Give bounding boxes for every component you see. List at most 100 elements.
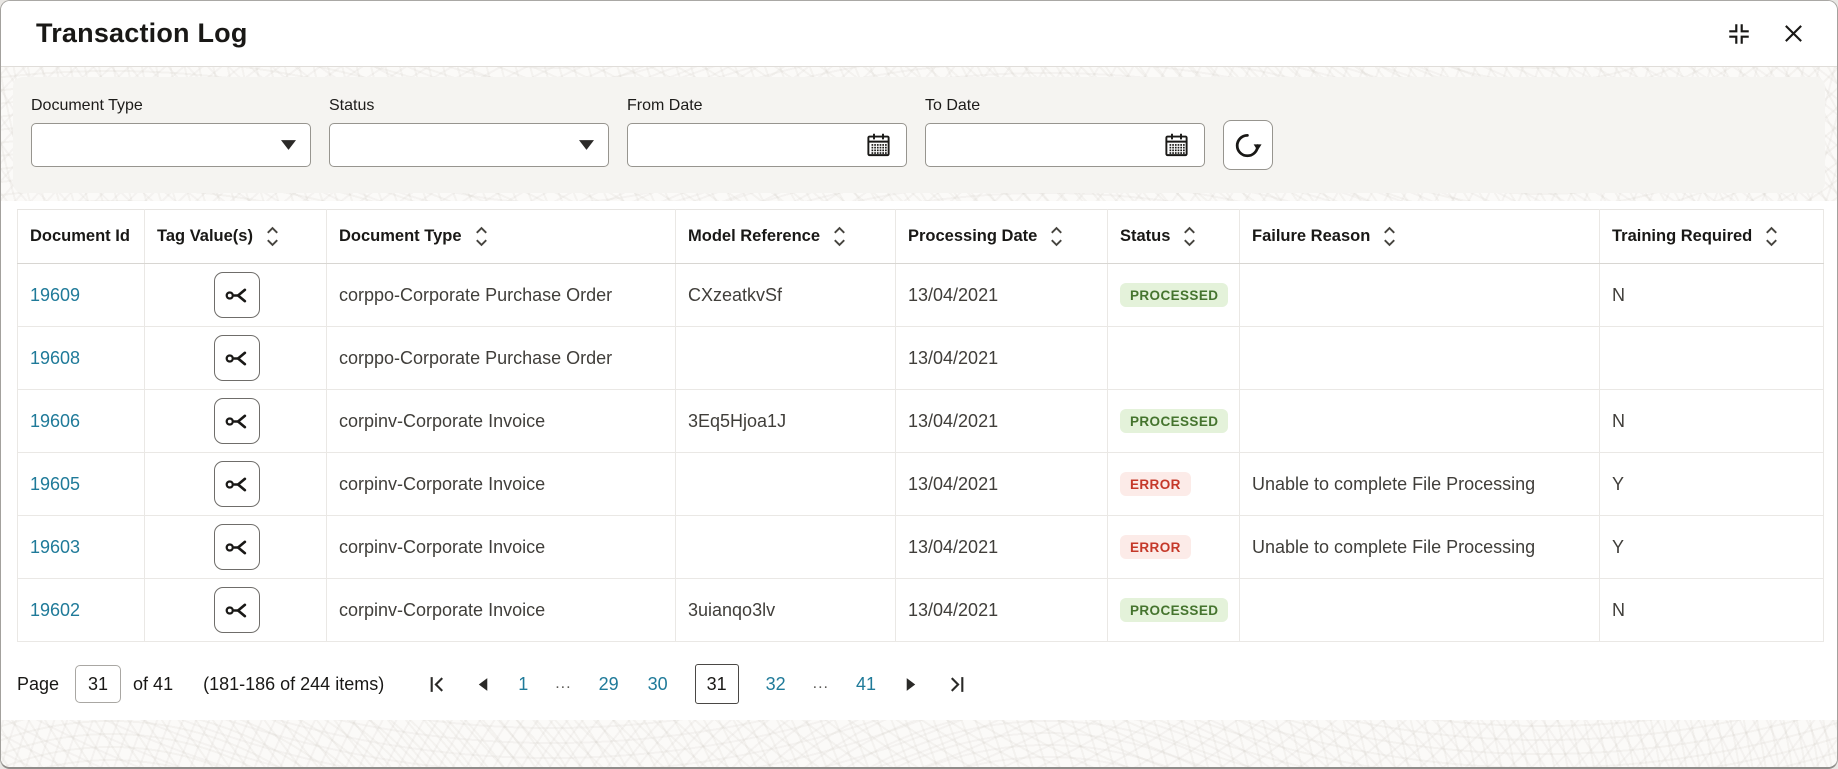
failure-reason-cell <box>1239 578 1600 642</box>
pagination-page-link[interactable]: 29 <box>598 673 619 694</box>
status-select[interactable] <box>329 123 609 167</box>
document-id-link[interactable]: 19602 <box>30 599 81 620</box>
document-type-cell: corppo-Corporate Purchase Order <box>326 263 676 327</box>
training-required-cell <box>1599 326 1824 390</box>
column-label: Document Id <box>30 227 130 245</box>
filter-field-from-date: From Date <box>627 97 907 167</box>
column-header-failure-reason[interactable]: Failure Reason <box>1239 209 1600 264</box>
chevron-down-icon <box>281 140 296 150</box>
dialog-titlebar: Transaction Log <box>1 1 1837 67</box>
document-type-cell: corpinv-Corporate Invoice <box>326 452 676 516</box>
document-id-link[interactable]: 19609 <box>30 284 81 305</box>
model-reference-cell <box>675 326 896 390</box>
page-title: Transaction Log <box>36 18 248 48</box>
tag-values-button[interactable] <box>213 587 260 633</box>
status-badge: PROCESSED <box>1120 408 1229 434</box>
tag-values-cell <box>144 578 327 642</box>
column-label: Processing Date <box>908 226 1038 245</box>
training-required-cell: N <box>1599 578 1824 642</box>
pagination-page-link[interactable]: 32 <box>765 673 786 694</box>
document-id-cell: 19603 <box>17 515 145 579</box>
column-header-processing-date[interactable]: Processing Date <box>895 209 1108 264</box>
pagination-current-page[interactable]: 31 <box>694 664 739 704</box>
next-page-button[interactable] <box>903 674 920 695</box>
document-id-link[interactable]: 19603 <box>30 536 81 557</box>
tag-values-button[interactable] <box>213 272 260 318</box>
sort-icon[interactable] <box>833 226 846 247</box>
page-links: 1... 29 30 31 32... 41 <box>516 664 878 704</box>
column-label: Tag Value(s) <box>157 226 253 245</box>
to-date-input[interactable] <box>925 123 1205 167</box>
close-button[interactable] <box>1780 20 1807 47</box>
from-date-label: From Date <box>627 97 703 114</box>
tag-values-icon <box>223 471 250 498</box>
sort-icon[interactable] <box>1383 226 1396 247</box>
exit-fullscreen-button[interactable] <box>1724 19 1754 49</box>
previous-page-button[interactable] <box>474 674 491 695</box>
table-row: 19608 corppo-Corporate Purchase Order 13/0… <box>17 326 1824 390</box>
tag-values-icon <box>223 282 250 309</box>
status-badge: PROCESSED <box>1120 597 1229 623</box>
column-header-status[interactable]: Status <box>1107 209 1240 264</box>
pagination-page-link[interactable]: 1 <box>518 673 529 694</box>
sort-icon[interactable] <box>475 226 488 247</box>
pagination-page-link[interactable]: 30 <box>647 673 668 694</box>
column-header-tag-value-s-[interactable]: Tag Value(s) <box>144 209 327 264</box>
table-header-row: Document Id Tag Value(s) Document Type Mode… <box>17 209 1824 264</box>
column-header-training-required[interactable]: Training Required <box>1599 209 1824 264</box>
column-header-model-reference[interactable]: Model Reference <box>675 209 896 264</box>
document-type-label: Document Type <box>31 97 143 114</box>
page-number-input[interactable] <box>75 665 122 703</box>
status-cell: ERROR <box>1107 515 1240 579</box>
refresh-icon <box>1233 130 1263 160</box>
tag-values-button[interactable] <box>213 398 260 444</box>
column-label: Model Reference <box>688 226 821 245</box>
previous-page-icon <box>476 676 489 693</box>
status-label: Status <box>329 97 375 114</box>
from-date-input[interactable] <box>627 123 907 167</box>
calendar-button[interactable] <box>1163 132 1190 159</box>
document-type-cell: corpinv-Corporate Invoice <box>326 515 676 579</box>
tag-values-button[interactable] <box>213 524 260 570</box>
refresh-button[interactable] <box>1223 120 1273 170</box>
failure-reason-cell <box>1239 263 1600 327</box>
first-page-icon <box>428 675 447 694</box>
tag-values-button[interactable] <box>213 461 260 507</box>
status-cell: ERROR <box>1107 452 1240 516</box>
dialog-content: Document Type Status From Date To Date Docu… <box>1 67 1837 767</box>
document-id-link[interactable]: 19608 <box>30 347 81 368</box>
document-id-cell: 19602 <box>17 578 145 642</box>
pagination-page-link[interactable]: 41 <box>856 673 877 694</box>
tag-values-icon <box>223 534 250 561</box>
processing-date-cell: 13/04/2021 <box>895 515 1108 579</box>
sort-icon[interactable] <box>1050 226 1063 247</box>
processing-date-cell: 13/04/2021 <box>895 389 1108 453</box>
training-required-cell: Y <box>1599 452 1824 516</box>
last-page-button[interactable] <box>945 673 968 696</box>
training-required-cell: N <box>1599 389 1824 453</box>
sort-icon[interactable] <box>266 226 279 247</box>
column-label: Failure Reason <box>1252 226 1371 245</box>
first-page-button[interactable] <box>426 673 449 696</box>
last-page-icon <box>947 675 966 694</box>
document-id-link[interactable]: 19606 <box>30 410 81 431</box>
processing-date-cell: 13/04/2021 <box>895 452 1108 516</box>
sort-icon[interactable] <box>1183 226 1196 247</box>
tag-values-button[interactable] <box>213 335 260 381</box>
table-row: 19609 corppo-Corporate Purchase Order CXze… <box>17 263 1824 327</box>
tag-values-icon <box>223 597 250 624</box>
tag-values-icon <box>223 408 250 435</box>
tag-values-cell <box>144 263 327 327</box>
document-id-link[interactable]: 19605 <box>30 473 81 494</box>
status-cell: PROCESSED <box>1107 263 1240 327</box>
transaction-table: Document Id Tag Value(s) Document Type Mode… <box>17 209 1824 642</box>
column-label: Status <box>1120 226 1171 245</box>
column-header-document-type[interactable]: Document Type <box>326 209 676 264</box>
document-type-select[interactable] <box>31 123 311 167</box>
calendar-button[interactable] <box>865 132 892 159</box>
tag-values-cell <box>144 326 327 390</box>
sort-icon[interactable] <box>1765 226 1778 247</box>
filter-fields: Document Type Status From Date To Date <box>31 97 1205 167</box>
column-label: Document Type <box>339 226 462 245</box>
to-date-label: To Date <box>925 97 981 114</box>
